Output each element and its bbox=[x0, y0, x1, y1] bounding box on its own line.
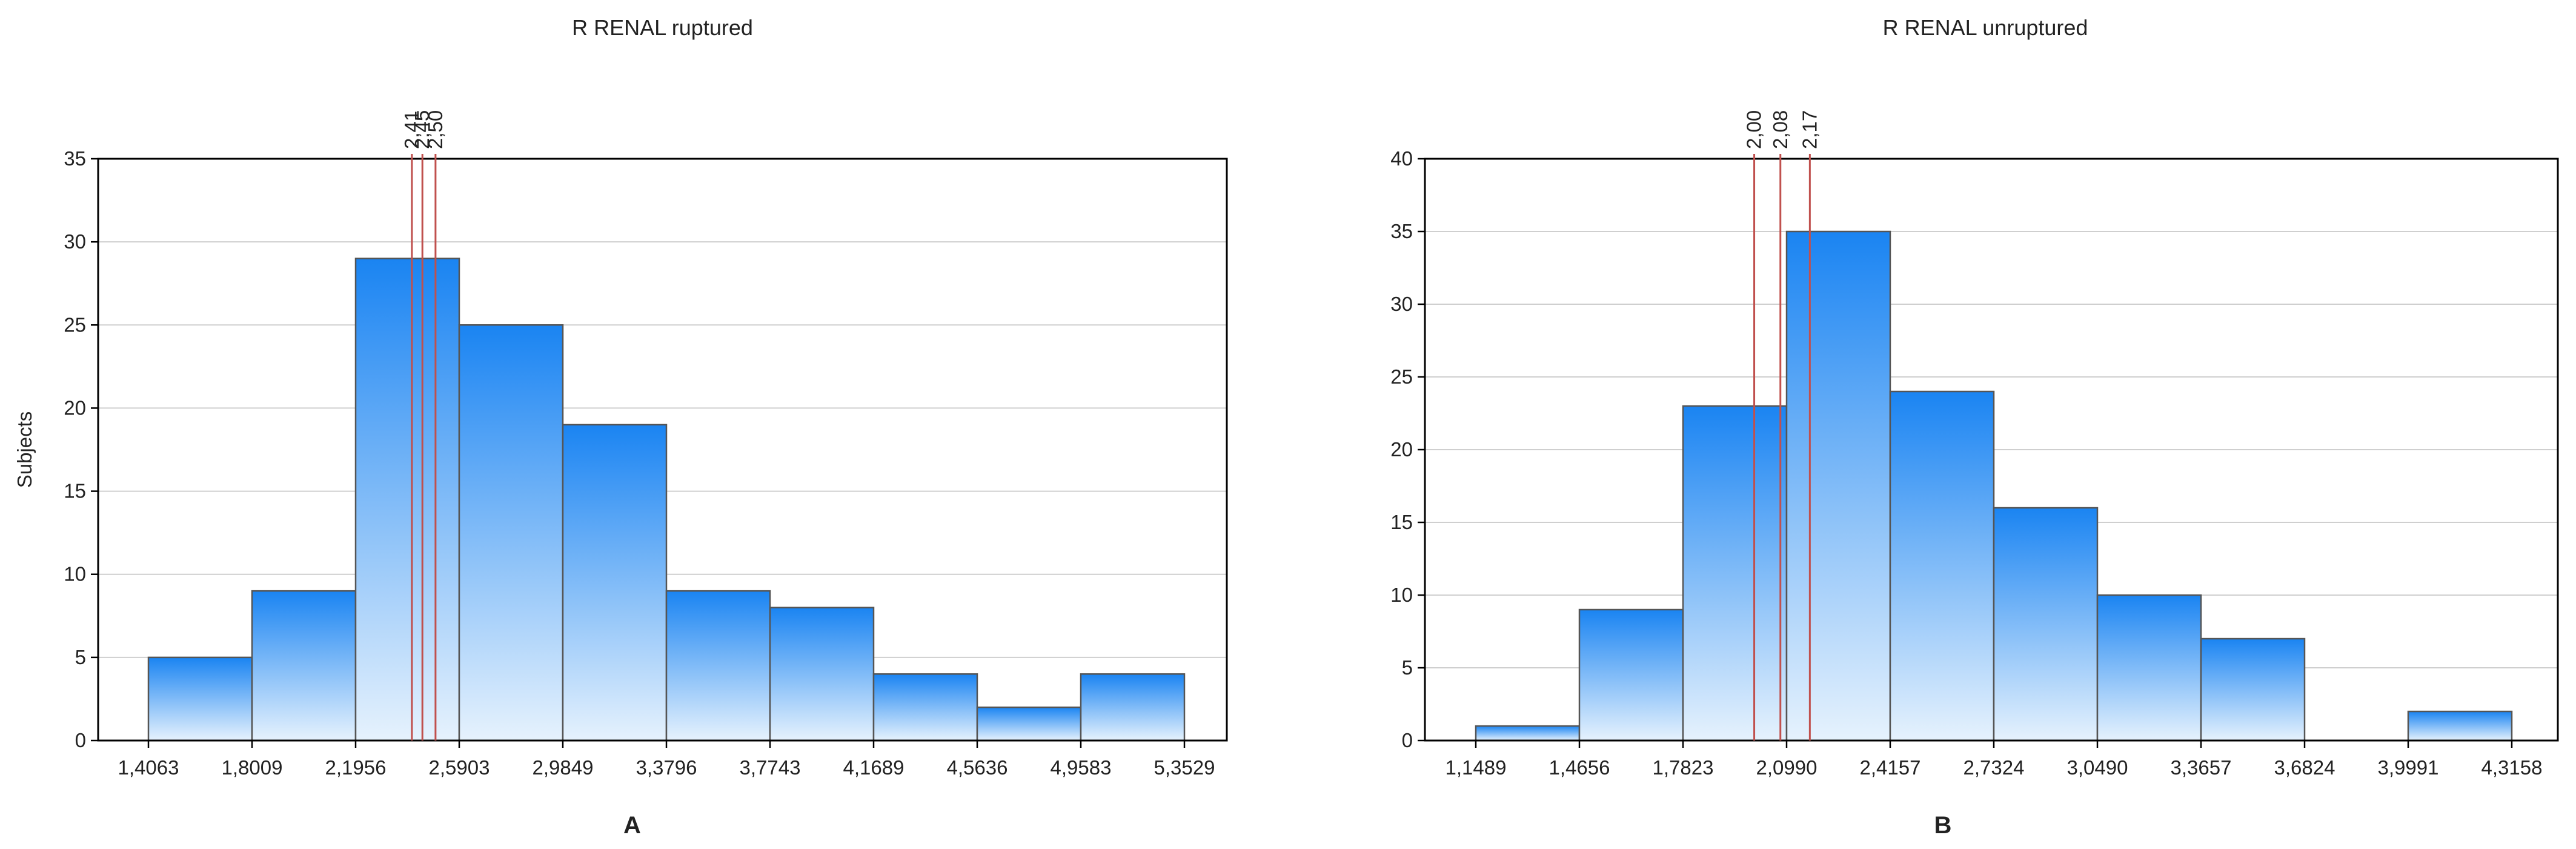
y-tick-label: 5 bbox=[1402, 656, 1413, 679]
histogram-bar bbox=[562, 424, 668, 742]
chart-title: R RENAL ruptured bbox=[572, 15, 753, 40]
histogram-bar bbox=[1475, 725, 1581, 742]
y-tick-label: 35 bbox=[1390, 220, 1413, 242]
histogram-bar bbox=[1785, 230, 1891, 742]
y-axis-label: Subjects bbox=[13, 411, 36, 488]
chart-title: R RENAL unruptured bbox=[1883, 15, 2088, 40]
marker-label: 2,41 bbox=[400, 110, 423, 149]
x-tick-label: 4,3158 bbox=[2481, 756, 2543, 779]
y-tick-label: 15 bbox=[64, 480, 86, 502]
histogram-bar bbox=[665, 590, 771, 742]
marker-label: 2,17 bbox=[1798, 110, 1821, 149]
y-tick-label: 20 bbox=[1390, 438, 1413, 461]
histogram-bar bbox=[2407, 710, 2513, 742]
panel-label: B bbox=[1934, 812, 1952, 839]
marker-label: 2,08 bbox=[1769, 110, 1791, 149]
panel-b: 0 5 10 15 20 25 30 35 40 1,1489 1,4656 1,7823 2,0990… bbox=[1390, 15, 2559, 839]
x-tick-label: 5,3529 bbox=[1154, 756, 1215, 779]
histogram-bar bbox=[1889, 390, 1995, 742]
marker-label: 2,50 bbox=[424, 110, 446, 149]
y-tick-label: 40 bbox=[1390, 147, 1413, 170]
y-tick-label: 35 bbox=[64, 147, 86, 170]
histogram-bar bbox=[1993, 507, 2099, 742]
x-tick-label: 4,1689 bbox=[843, 756, 905, 779]
panel-a: 0 5 10 15 20 25 30 35 1,4063 1,8009 2,1956 2,5903 2,… bbox=[13, 15, 1228, 839]
x-tick-label: 3,6824 bbox=[2274, 756, 2335, 779]
histogram-bar bbox=[1080, 673, 1186, 742]
x-tick-label: 2,9849 bbox=[533, 756, 594, 779]
x-tick-label: 1,8009 bbox=[222, 756, 283, 779]
histogram-bar bbox=[872, 673, 978, 742]
histogram-bar bbox=[251, 590, 357, 742]
plot-frame bbox=[97, 158, 1228, 742]
y-tick-label: 30 bbox=[64, 230, 86, 253]
x-tick-label: 2,0990 bbox=[1756, 756, 1817, 779]
histogram-bar bbox=[2096, 594, 2202, 742]
histogram-bar bbox=[1682, 405, 1788, 742]
x-tick-label: 1,4656 bbox=[1549, 756, 1610, 779]
y-tick-label: 0 bbox=[75, 729, 86, 751]
x-tick-label: 3,9991 bbox=[2378, 756, 2439, 779]
x-tick-label: 3,3657 bbox=[2171, 756, 2232, 779]
histogram-bar bbox=[1578, 608, 1684, 742]
histogram-bar bbox=[458, 324, 564, 742]
x-tick-label: 2,7324 bbox=[1964, 756, 2025, 779]
x-tick-label: 2,1956 bbox=[325, 756, 387, 779]
x-tick-label: 2,4157 bbox=[1860, 756, 1921, 779]
x-tick-label: 1,4063 bbox=[118, 756, 179, 779]
histogram-bar bbox=[354, 258, 460, 742]
histogram-bar bbox=[147, 656, 253, 742]
y-tick-label: 25 bbox=[1390, 365, 1413, 388]
histogram-bar bbox=[2200, 638, 2306, 742]
y-tick-label: 25 bbox=[64, 313, 86, 336]
y-tick-label: 20 bbox=[64, 396, 86, 419]
x-tick-label: 3,3796 bbox=[636, 756, 697, 779]
y-tick-label: 30 bbox=[1390, 293, 1413, 315]
x-tick-label: 4,9583 bbox=[1051, 756, 1112, 779]
histogram-bar bbox=[976, 706, 1082, 742]
x-tick-label: 2,5903 bbox=[429, 756, 490, 779]
x-tick-label: 3,0490 bbox=[2067, 756, 2128, 779]
x-tick-label: 3,7743 bbox=[740, 756, 801, 779]
y-tick-label: 10 bbox=[64, 563, 86, 585]
x-tick-label: 4,5636 bbox=[947, 756, 1008, 779]
y-tick-label: 15 bbox=[1390, 511, 1413, 533]
marker-label: 2,00 bbox=[1743, 110, 1765, 149]
y-tick-label: 5 bbox=[75, 646, 86, 668]
y-tick-label: 0 bbox=[1402, 729, 1413, 751]
x-tick-label: 1,7823 bbox=[1653, 756, 1714, 779]
x-tick-label: 1,1489 bbox=[1446, 756, 1507, 779]
panel-label: A bbox=[623, 812, 641, 839]
marker-label: 2,45 bbox=[411, 110, 433, 149]
y-tick-label: 10 bbox=[1390, 584, 1413, 606]
histogram-bar bbox=[769, 607, 875, 742]
